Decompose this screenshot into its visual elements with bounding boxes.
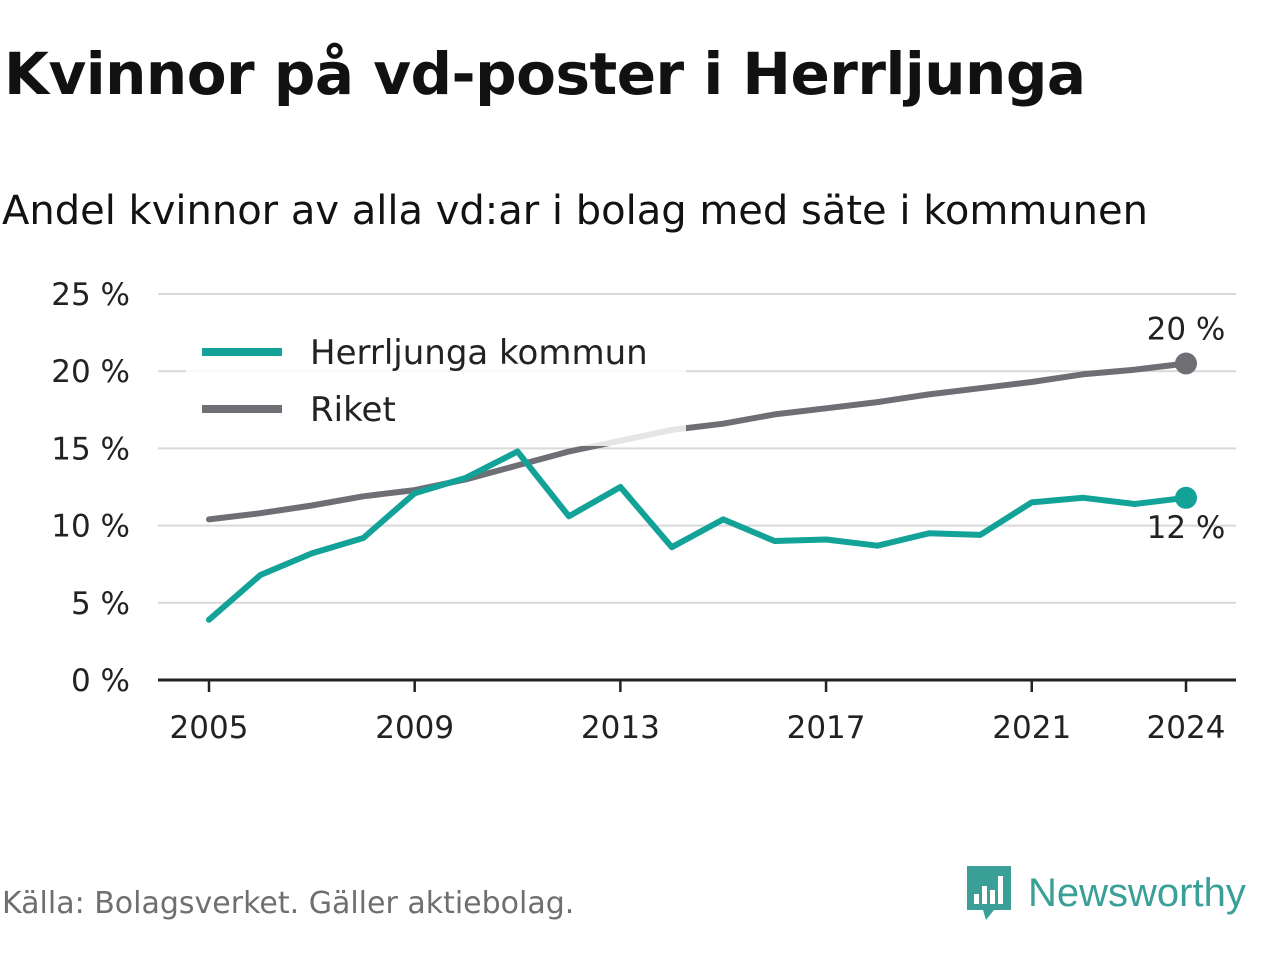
x-tick-label: 2017 bbox=[787, 710, 866, 746]
x-tick-label: 2024 bbox=[1147, 710, 1226, 746]
chart-title: Kvinnor på vd-poster i Herrljunga bbox=[4, 40, 1086, 108]
x-tick-label: 2005 bbox=[170, 710, 249, 746]
x-tick-label: 2021 bbox=[992, 710, 1071, 746]
series-line-riket bbox=[206, 360, 1189, 523]
series-line-herrljunga bbox=[206, 448, 1189, 623]
legend-label: Herrljunga kommun bbox=[310, 333, 648, 373]
y-tick-label: 0 % bbox=[71, 663, 130, 699]
chart-subtitle: Andel kvinnor av alla vd:ar i bolag med … bbox=[2, 188, 1148, 234]
legend-box bbox=[186, 322, 686, 446]
end-point-marker bbox=[1175, 486, 1197, 509]
end-point-marker bbox=[1175, 352, 1197, 375]
source-note: Källa: Bolagsverket. Gäller aktiebolag. bbox=[2, 886, 575, 921]
y-tick-label: 10 % bbox=[51, 509, 130, 545]
newsworthy-logo-icon bbox=[967, 866, 1011, 920]
brand-logo: Newsworthy bbox=[964, 864, 1246, 922]
end-value-label: 12 % bbox=[1147, 510, 1226, 546]
brand-name: Newsworthy bbox=[1028, 870, 1246, 915]
x-tick-label: 2013 bbox=[581, 710, 660, 746]
legend-label: Riket bbox=[310, 390, 396, 430]
y-tick-label: 5 % bbox=[71, 586, 130, 622]
y-tick-label: 15 % bbox=[51, 431, 130, 467]
end-value-label: 20 % bbox=[1147, 311, 1226, 347]
y-tick-label: 25 % bbox=[51, 277, 130, 313]
y-tick-label: 20 % bbox=[51, 354, 130, 390]
x-tick-label: 2009 bbox=[375, 710, 454, 746]
